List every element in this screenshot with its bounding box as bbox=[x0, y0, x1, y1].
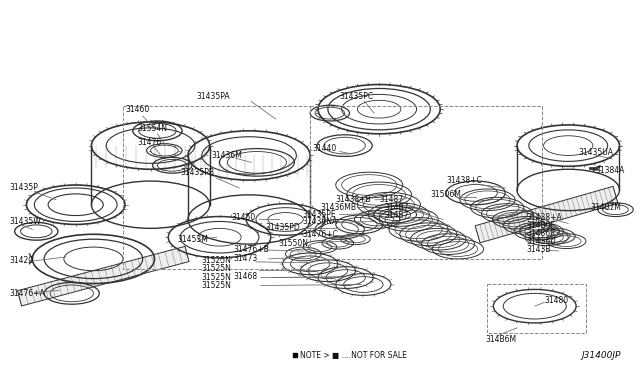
Text: 31436MB: 31436MB bbox=[320, 203, 356, 212]
Text: 31476: 31476 bbox=[138, 138, 162, 147]
Text: 3143B: 3143B bbox=[527, 244, 552, 254]
Text: 31525N: 31525N bbox=[202, 273, 232, 282]
Text: 31476+B: 31476+B bbox=[234, 244, 269, 254]
Text: 31476+A: 31476+A bbox=[10, 289, 45, 298]
Text: 31420: 31420 bbox=[10, 256, 34, 265]
Text: 314B7: 314B7 bbox=[384, 211, 408, 220]
Text: 31435U: 31435U bbox=[527, 237, 557, 246]
Text: 31440: 31440 bbox=[312, 144, 337, 153]
Text: 314B6M: 314B6M bbox=[486, 335, 516, 344]
Text: 31407M: 31407M bbox=[591, 203, 622, 212]
Text: 31525N: 31525N bbox=[202, 256, 232, 265]
Text: 31476+C: 31476+C bbox=[302, 230, 338, 239]
Text: 31435W: 31435W bbox=[10, 217, 42, 226]
Polygon shape bbox=[475, 186, 618, 243]
Text: 31436M: 31436M bbox=[212, 151, 243, 160]
Polygon shape bbox=[17, 246, 189, 306]
Text: 31435PA: 31435PA bbox=[197, 92, 230, 101]
Text: 31438+A: 31438+A bbox=[527, 213, 563, 222]
Text: 31480: 31480 bbox=[545, 296, 569, 305]
Text: 31525N: 31525N bbox=[202, 264, 232, 273]
Text: 31436NA: 31436NA bbox=[302, 217, 337, 226]
Text: 31554N: 31554N bbox=[138, 124, 168, 134]
Text: J31400JP: J31400JP bbox=[581, 351, 620, 360]
Text: 31550N: 31550N bbox=[278, 238, 308, 248]
Text: 31435PD: 31435PD bbox=[266, 223, 301, 232]
Text: 31435PE: 31435PE bbox=[302, 210, 336, 219]
Text: 31435PC: 31435PC bbox=[340, 92, 374, 101]
Text: NOTE > ■ ....NOT FOR SALE: NOTE > ■ ....NOT FOR SALE bbox=[300, 351, 407, 360]
Text: 31453M: 31453M bbox=[177, 235, 208, 244]
Text: 31487: 31487 bbox=[379, 195, 403, 204]
Text: 31384A: 31384A bbox=[596, 166, 625, 175]
Text: 314B7: 314B7 bbox=[384, 203, 408, 212]
Text: 31473: 31473 bbox=[234, 254, 257, 263]
Text: 31438+B: 31438+B bbox=[336, 195, 371, 204]
Text: 31486F: 31486F bbox=[527, 229, 556, 238]
Text: 31525N: 31525N bbox=[202, 281, 232, 290]
Text: 31435UA: 31435UA bbox=[578, 148, 613, 157]
Text: 31435P: 31435P bbox=[10, 183, 38, 192]
Text: 31468: 31468 bbox=[234, 272, 257, 281]
Text: 31460: 31460 bbox=[125, 105, 149, 114]
Text: 31438+C: 31438+C bbox=[446, 176, 482, 185]
Text: 31450: 31450 bbox=[231, 213, 255, 222]
Text: 314B6F: 314B6F bbox=[527, 221, 556, 230]
Text: 31435PB: 31435PB bbox=[180, 168, 214, 177]
Text: 31506M: 31506M bbox=[430, 190, 461, 199]
